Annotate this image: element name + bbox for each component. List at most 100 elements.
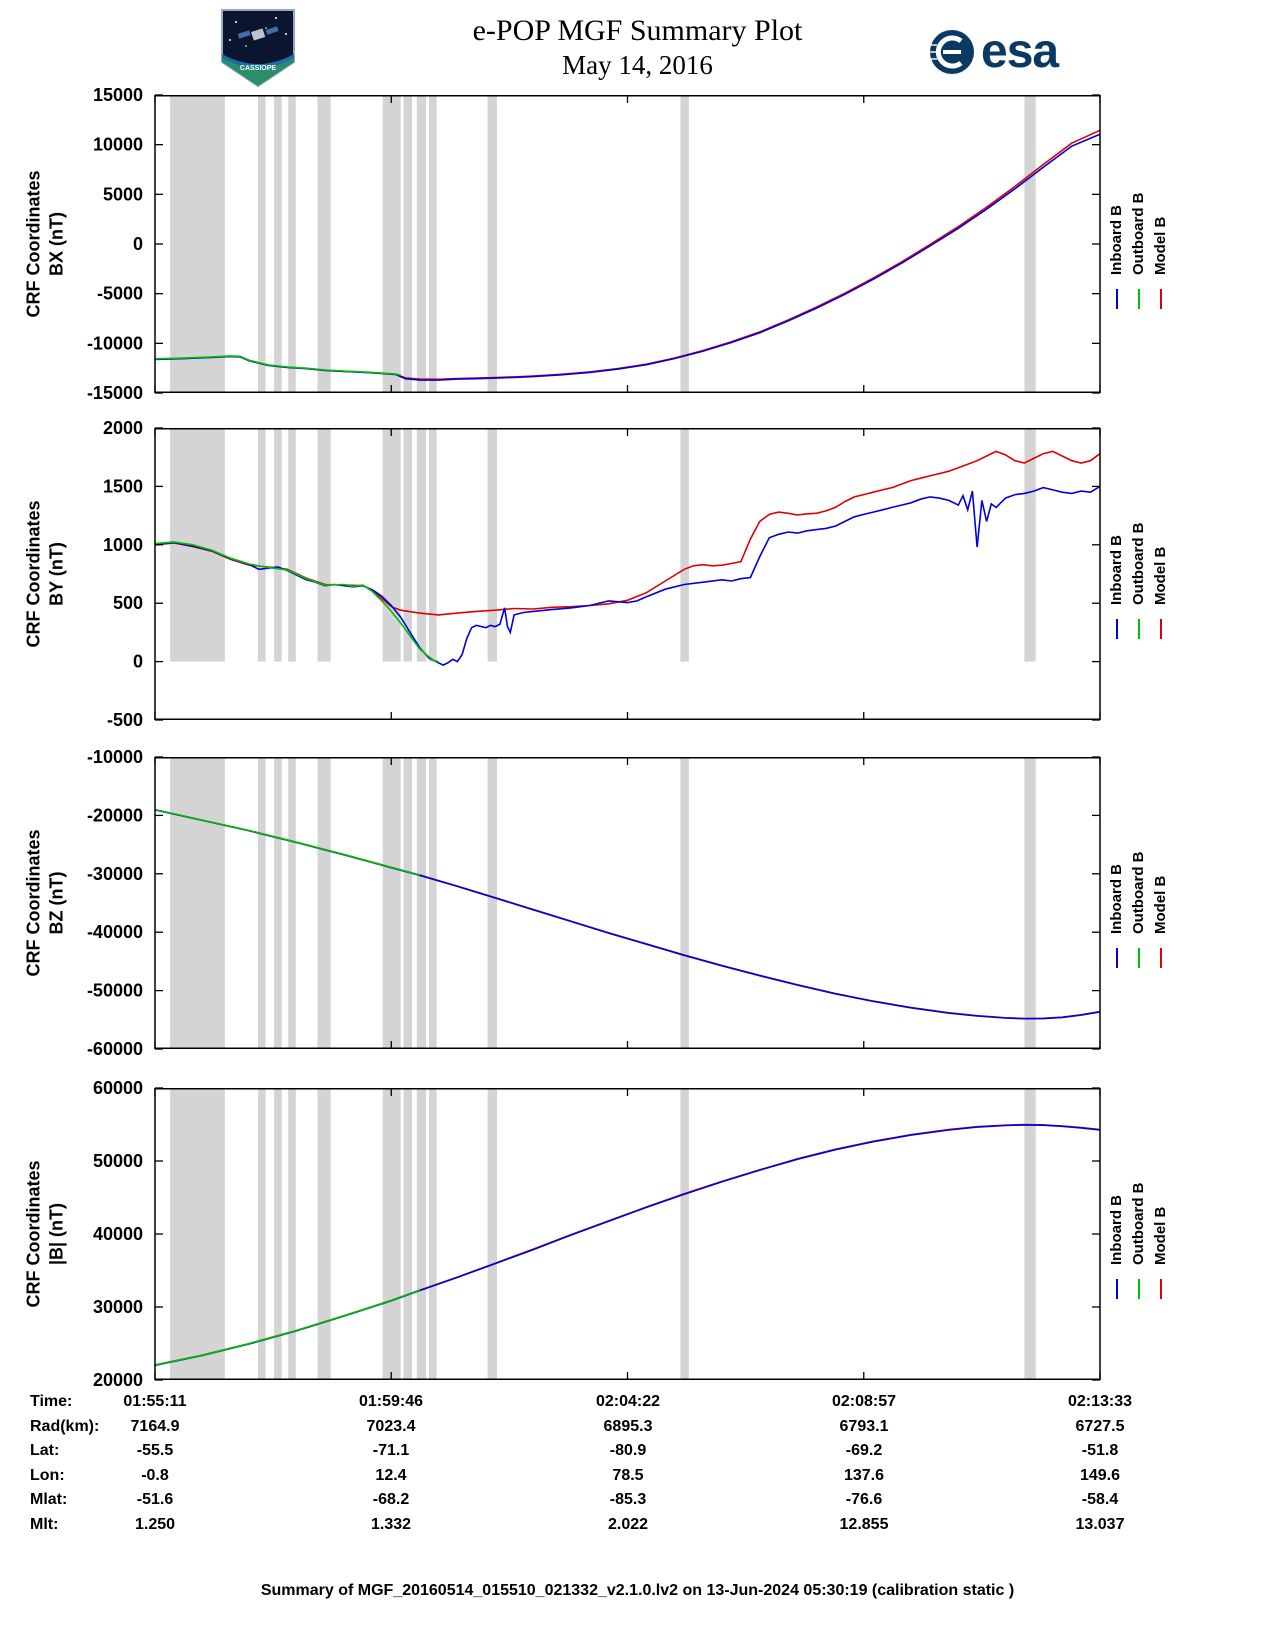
gap-band (170, 757, 225, 1049)
row-value: 1.250 (134, 1515, 176, 1533)
legend-item-model-b: Model B (1152, 179, 1169, 309)
gap-band (258, 428, 266, 662)
cassiope-patch-graphic: CASSIOPE (221, 9, 295, 88)
legend-label: Model B (1152, 216, 1169, 275)
row-value: -71.1 (372, 1442, 410, 1459)
row-value: -76.6 (845, 1491, 883, 1508)
gap-band (680, 428, 689, 662)
ylabel-line: BZ (nT) (47, 871, 67, 935)
series-model-b (155, 1123, 1100, 1366)
y-tick-label: -30000 (87, 864, 143, 884)
y-tick-label: 1500 (103, 476, 143, 496)
gap-band (288, 1088, 296, 1380)
series-inboard-b (155, 485, 1100, 666)
legend-line-sample (1137, 1279, 1140, 1299)
legend-label: Model B (1152, 875, 1169, 934)
y-tick-label: -10000 (87, 333, 143, 353)
gap-band (274, 1088, 282, 1380)
row-label: Lat: (30, 1442, 60, 1459)
row-label: Lon: (30, 1466, 65, 1484)
legend-label: Model B (1152, 546, 1169, 605)
legend-item-model-b: Model B (1152, 838, 1169, 968)
row-value: 1.332 (370, 1515, 412, 1533)
y-tick-label: 30000 (93, 1297, 143, 1317)
y-tick-label: -5000 (97, 284, 143, 304)
series-outboard-b (155, 355, 401, 376)
gap-band (1024, 1088, 1036, 1380)
legend-line-sample (1159, 289, 1162, 309)
title-block: e-POP MGF Summary Plot May 14, 2016 (0, 14, 1275, 81)
bx-axis-label: CRF Coordinates BX (nT) (23, 170, 70, 317)
legend-line-sample (1115, 1279, 1118, 1299)
legend-line-sample (1115, 289, 1118, 309)
gap-band (317, 757, 331, 1049)
legend-line-sample (1115, 948, 1118, 968)
gap-band (317, 428, 331, 662)
legend-line-sample (1115, 619, 1118, 639)
gap-band (382, 95, 401, 393)
row-value: -68.2 (372, 1491, 410, 1508)
row-label: Rad(km): (30, 1417, 100, 1435)
y-tick-label: 0 (133, 652, 143, 672)
y-tick-label: 50000 (93, 1151, 143, 1171)
y-tick-label: 40000 (93, 1224, 143, 1244)
gap-band (258, 1088, 266, 1380)
gap-band (416, 428, 427, 662)
row-value: 01:59:46 (358, 1393, 424, 1410)
legend-line-sample (1159, 619, 1162, 639)
y-tick-label: -10000 (87, 747, 143, 767)
gap-band (680, 95, 689, 393)
ylabel-line: BX (nT) (47, 212, 67, 276)
row-value: 6727.5 (1075, 1417, 1125, 1435)
gap-band (487, 1088, 497, 1380)
legend-label: Outboard B (1130, 851, 1147, 935)
legend-item-model-b: Model B (1152, 1169, 1169, 1299)
row-value: 6793.1 (839, 1417, 889, 1435)
esa-logo-text: esa (981, 25, 1059, 78)
y-tick-label: 1000 (103, 535, 143, 555)
footer-summary: Summary of MGF_20160514_015510_021332_v2… (260, 1582, 1015, 1599)
ylabel-line: CRF Coordinates (23, 829, 44, 977)
patch-mission-name: CASSIOPE (240, 65, 277, 72)
btotal-plot-canvas: 60000 50000 40000 30000 20000 (93, 1078, 1101, 1390)
gap-band (170, 1088, 225, 1380)
by-legend: Inboard B Outboard B Model B (1108, 509, 1169, 639)
panel-btotal: 60000 50000 40000 30000 20000 CRF Coordinate… (0, 1078, 1275, 1390)
legend-item-outboard-b: Outboard B (1130, 509, 1147, 639)
y-tick-label: -40000 (87, 922, 143, 942)
row-value: -58.4 (1081, 1491, 1119, 1508)
legend-line-sample (1159, 948, 1162, 968)
series-model-b (155, 450, 1100, 616)
gap-band (487, 428, 497, 662)
gap-band (487, 95, 497, 393)
legend-item-inboard-b: Inboard B (1108, 509, 1125, 639)
row-value: 7164.9 (130, 1417, 180, 1435)
plot-box (154, 95, 1101, 393)
ephemeris-row-mlat: Mlat: -51.6 -68.2 -85.3 -76.6 -58.4 (0, 1491, 1275, 1515)
panel-by: 2000 1500 1000 500 0 -500 CRF Coordinates BY … (0, 418, 1275, 730)
gap-band (1024, 95, 1036, 393)
row-value: 149.6 (1079, 1466, 1121, 1484)
row-value: -51.8 (1081, 1442, 1119, 1459)
y-tick-label: 20000 (93, 1370, 143, 1390)
by-plot-canvas: 2000 1500 1000 500 0 -500 (103, 418, 1101, 730)
row-value: 2.022 (607, 1515, 649, 1533)
ylabel-line: |B| (nT) (47, 1202, 67, 1266)
row-label: Time: (30, 1393, 73, 1410)
row-value: 7023.4 (366, 1417, 416, 1435)
ephemeris-row-lon: Lon: -0.8 12.4 78.5 137.6 149.6 (0, 1467, 1275, 1491)
gap-band (274, 95, 282, 393)
legend-item-model-b: Model B (1152, 509, 1169, 639)
bx-plot-canvas: 15000 10000 5000 0 -5000 -10000 -15000 (87, 85, 1101, 403)
bx-legend: Inboard B Outboard B Model B (1108, 179, 1169, 309)
bz-axis-label: CRF Coordinates BZ (nT) (23, 829, 70, 976)
gap-band (382, 428, 401, 662)
legend-label: Outboard B (1130, 522, 1147, 606)
row-value: 13.037 (1075, 1515, 1125, 1533)
series-outboard-b (155, 808, 420, 876)
legend-label: Model B (1152, 1206, 1169, 1265)
y-tick-label: 10000 (93, 135, 143, 155)
gap-band (403, 757, 412, 1049)
legend-item-inboard-b: Inboard B (1108, 179, 1125, 309)
